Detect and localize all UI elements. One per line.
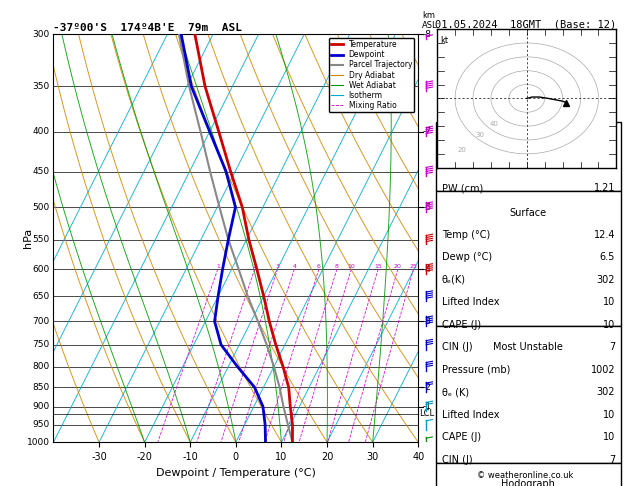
Text: 500: 500 [33,203,50,212]
Text: 550: 550 [33,235,50,244]
Text: 350: 350 [33,82,50,91]
Text: 15: 15 [374,264,382,269]
FancyBboxPatch shape [436,122,621,191]
Text: 850: 850 [33,382,50,392]
Text: 7: 7 [609,454,615,465]
Text: 10: 10 [603,320,615,330]
X-axis label: Dewpoint / Temperature (°C): Dewpoint / Temperature (°C) [156,468,316,478]
Text: CIN (J): CIN (J) [442,454,472,465]
Text: LCL: LCL [419,410,434,418]
Text: Dewp (°C): Dewp (°C) [442,252,492,262]
FancyBboxPatch shape [436,191,621,326]
Text: Hodograph: Hodograph [501,479,555,486]
Text: 36: 36 [603,160,615,171]
Text: -37º00'S  174º4B'E  79m  ASL: -37º00'S 174º4B'E 79m ASL [53,23,242,33]
Text: Lifted Index: Lifted Index [442,410,499,419]
Text: θₑ (K): θₑ (K) [442,387,469,397]
Text: -7: -7 [423,127,432,136]
Text: 01.05.2024  18GMT  (Base: 12): 01.05.2024 18GMT (Base: 12) [435,19,616,30]
Text: 10: 10 [347,264,355,269]
Text: 750: 750 [33,340,50,349]
Text: 6: 6 [317,264,321,269]
Text: Lifted Index: Lifted Index [442,297,499,307]
Text: 800: 800 [33,362,50,371]
Text: 3: 3 [276,264,279,269]
Text: Pressure (mb): Pressure (mb) [442,364,510,375]
Text: -4: -4 [423,264,432,274]
Text: 302: 302 [597,275,615,285]
FancyBboxPatch shape [436,326,621,463]
Text: -6: -6 [423,203,432,212]
Text: Surface: Surface [509,208,547,218]
Text: kt: kt [441,36,449,45]
Text: hPa: hPa [23,228,33,248]
Text: CAPE (J): CAPE (J) [442,432,481,442]
Text: 20: 20 [394,264,402,269]
Text: PW (cm): PW (cm) [442,183,483,193]
Text: CAPE (J): CAPE (J) [442,320,481,330]
Text: -2: -2 [423,382,432,392]
Text: 600: 600 [33,264,50,274]
Text: km
ASL: km ASL [422,11,438,30]
Text: 700: 700 [33,317,50,326]
Text: 20: 20 [458,147,467,154]
Text: 8: 8 [335,264,339,269]
Text: Temp (°C): Temp (°C) [442,230,490,240]
Text: 302: 302 [597,387,615,397]
Text: 400: 400 [33,127,50,136]
Text: © weatheronline.co.uk: © weatheronline.co.uk [477,471,574,480]
Text: -1: -1 [423,402,432,411]
Text: -3: -3 [423,317,432,326]
Text: Mixing Ratio (g/kg): Mixing Ratio (g/kg) [451,198,460,278]
Text: 1: 1 [216,264,220,269]
Text: Totals Totals: Totals Totals [442,160,501,171]
Text: 1000: 1000 [27,438,50,447]
Text: 450: 450 [33,167,50,176]
Text: 650: 650 [33,292,50,301]
Text: -8: -8 [423,30,432,38]
Text: Most Unstable: Most Unstable [493,342,564,352]
Text: 10: 10 [603,297,615,307]
Text: 1002: 1002 [591,364,615,375]
Text: 40: 40 [490,121,499,127]
Text: 25: 25 [409,264,418,269]
Text: K: K [442,138,448,148]
Text: 12.4: 12.4 [594,230,615,240]
Text: 7: 7 [609,342,615,352]
FancyBboxPatch shape [436,463,621,486]
Text: 6.5: 6.5 [600,252,615,262]
Text: 1.21: 1.21 [594,183,615,193]
Text: 2: 2 [253,264,257,269]
Text: 900: 900 [33,402,50,411]
Text: 950: 950 [33,420,50,429]
Text: CIN (J): CIN (J) [442,342,472,352]
Text: 0: 0 [609,138,615,148]
Legend: Temperature, Dewpoint, Parcel Trajectory, Dry Adiabat, Wet Adiabat, Isotherm, Mi: Temperature, Dewpoint, Parcel Trajectory… [329,38,415,112]
Text: θₑ(K): θₑ(K) [442,275,465,285]
Text: 10: 10 [603,432,615,442]
Text: 300: 300 [33,30,50,38]
Text: 10: 10 [603,410,615,419]
Text: 4: 4 [292,264,296,269]
Text: 30: 30 [476,132,485,138]
